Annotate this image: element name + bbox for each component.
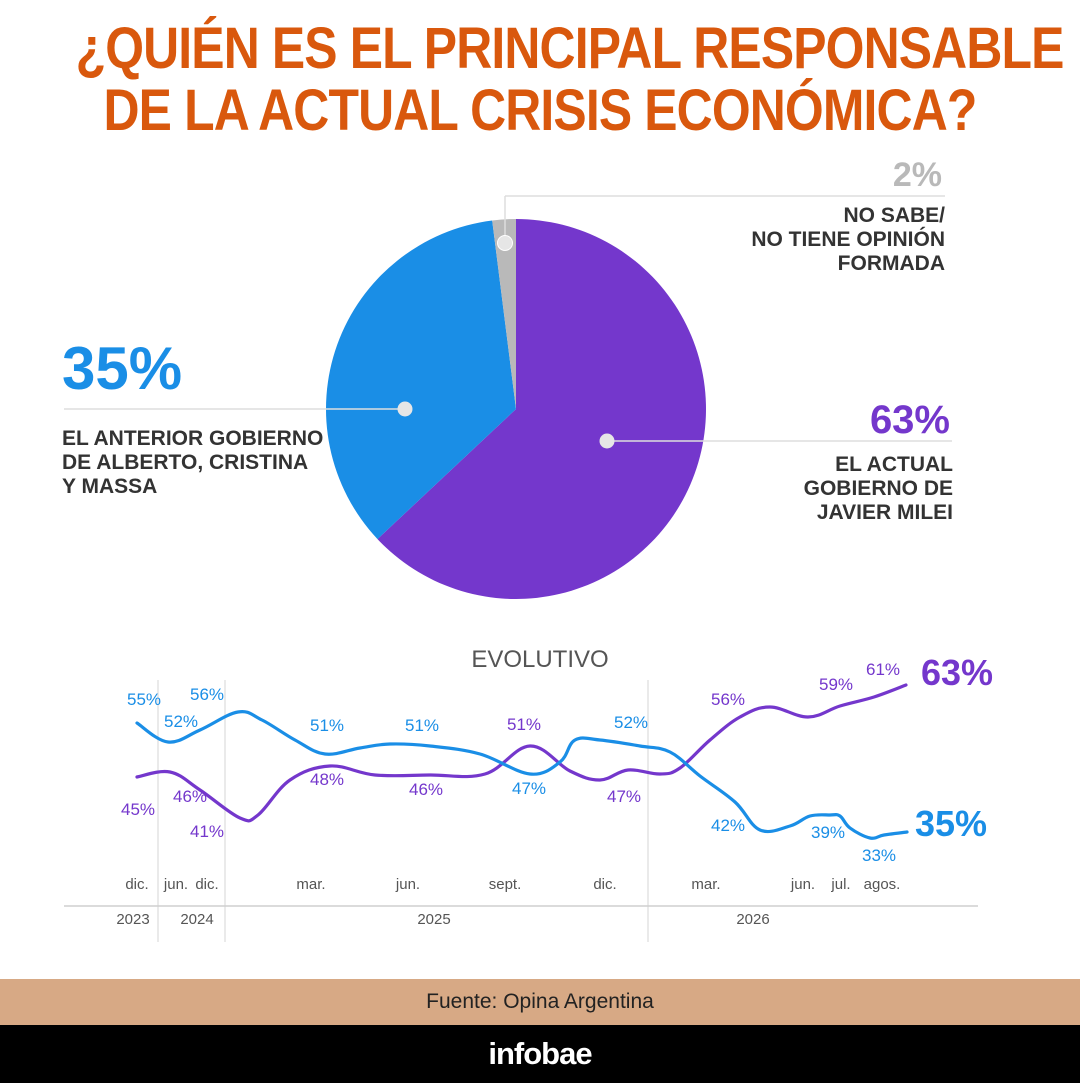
data-label-anterior: 42% xyxy=(711,816,745,835)
line-chart: EVOLUTIVO 45% 46% 41% 48% 46% 51% 47% 56% 59% 61%… xyxy=(64,646,993,942)
data-label-milei: 63% xyxy=(921,652,993,693)
x-tick-label: sept. xyxy=(489,876,522,893)
title-line-1: ¿QUIÉN ES EL PRINCIPAL RESPONSABLE xyxy=(75,16,1065,81)
data-label-anterior: 51% xyxy=(405,716,439,735)
marker-milei xyxy=(599,433,615,449)
data-label-anterior: 35% xyxy=(915,803,987,844)
pie-slice-no-sabe xyxy=(492,219,516,409)
brand-bar: infobae xyxy=(0,1025,1080,1083)
data-label-milei: 51% xyxy=(507,715,541,734)
source-bar: Fuente: Opina Argentina xyxy=(0,979,1080,1025)
x-tick-label: jul. xyxy=(830,876,850,893)
pie-chart: 2% NO SABE/ NO TIENE OPINIÓN FORMADA 35%… xyxy=(62,156,953,599)
anterior-label-line-3: Y MASSA xyxy=(62,475,157,498)
x-tick-label: jun. xyxy=(163,876,188,893)
series-line-anterior xyxy=(135,710,909,840)
data-label-milei: 46% xyxy=(409,780,443,799)
data-label-milei: 47% xyxy=(607,787,641,806)
data-label-anterior: 47% xyxy=(512,779,546,798)
x-tick-label: mar. xyxy=(691,876,720,893)
brand-logo: infobae xyxy=(488,1036,592,1071)
marker-anterior xyxy=(397,401,413,417)
x-tick-label: jun. xyxy=(395,876,420,893)
milei-percent: 63% xyxy=(870,398,950,442)
x-tick-label: dic. xyxy=(195,876,218,893)
x-tick-label: jun. xyxy=(790,876,815,893)
year-label: 2023 xyxy=(116,911,149,928)
data-label-milei: 48% xyxy=(310,770,344,789)
no-sabe-percent: 2% xyxy=(893,156,942,194)
x-tick-label: dic. xyxy=(593,876,616,893)
pie-slice-anterior xyxy=(325,220,516,540)
no-sabe-label-line-2: NO TIENE OPINIÓN xyxy=(751,227,945,251)
data-label-milei: 41% xyxy=(190,822,224,841)
data-label-anterior: 39% xyxy=(811,823,845,842)
data-label-milei: 59% xyxy=(819,675,853,694)
data-label-anterior: 52% xyxy=(164,712,198,731)
year-label: 2024 xyxy=(180,911,213,928)
source-text: Fuente: Opina Argentina xyxy=(426,990,654,1013)
data-label-milei: 61% xyxy=(866,660,900,679)
x-tick-label: mar. xyxy=(296,876,325,893)
data-label-anterior: 33% xyxy=(862,846,896,865)
no-sabe-label-line-3: FORMADA xyxy=(838,252,945,275)
anterior-label-line-1: EL ANTERIOR GOBIERNO xyxy=(62,427,323,450)
data-label-anterior: 52% xyxy=(614,713,648,732)
line-chart-title: EVOLUTIVO xyxy=(471,646,608,673)
data-label-milei: 46% xyxy=(173,787,207,806)
data-label-anterior: 51% xyxy=(310,716,344,735)
data-label-milei: 56% xyxy=(711,690,745,709)
series-line-milei xyxy=(135,683,908,823)
x-tick-label: dic. xyxy=(125,876,148,893)
title-line-2: DE LA ACTUAL CRISIS ECONÓMICA? xyxy=(103,78,978,143)
no-sabe-label-line-1: NO SABE/ xyxy=(843,204,945,227)
milei-label-line-2: GOBIERNO DE xyxy=(804,477,953,500)
milei-label-line-3: JAVIER MILEI xyxy=(817,501,953,524)
x-tick-label: agos. xyxy=(864,876,901,893)
milei-label-line-1: EL ACTUAL xyxy=(835,453,953,476)
year-label: 2026 xyxy=(736,911,769,928)
anterior-percent: 35% xyxy=(62,335,182,402)
anterior-label-line-2: DE ALBERTO, CRISTINA xyxy=(62,451,308,474)
year-label: 2025 xyxy=(417,911,450,928)
data-label-milei: 45% xyxy=(121,800,155,819)
pie-slice-milei xyxy=(377,219,706,599)
marker-no-sabe xyxy=(497,235,513,251)
data-label-anterior: 55% xyxy=(127,690,161,709)
data-label-anterior: 56% xyxy=(190,685,224,704)
page-title: ¿QUIÉN ES EL PRINCIPAL RESPONSABLE DE LA… xyxy=(75,16,1065,143)
